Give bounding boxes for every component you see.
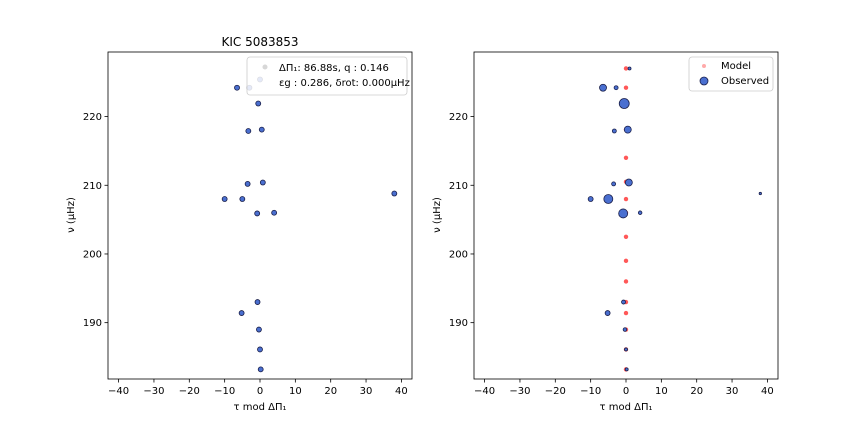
left-observed-point — [254, 299, 261, 305]
right-observed-point — [618, 208, 629, 219]
right-observed-point — [603, 194, 614, 204]
right-observed-point — [611, 128, 617, 134]
left-observed-point — [258, 126, 265, 133]
left-x-tick-label: −40 — [108, 386, 129, 397]
left-legend-marker — [262, 64, 268, 70]
right-x-tick-label: −20 — [545, 386, 566, 397]
right-observed-point — [624, 347, 628, 352]
right-scatter-points — [587, 66, 762, 372]
right-observed-point — [758, 191, 762, 196]
left-y-tick-label: 190 — [83, 318, 102, 329]
left-y-tick-label: 210 — [83, 181, 102, 192]
right-observed-point — [624, 367, 629, 372]
left-scatter-points — [221, 76, 398, 373]
right-observed-point — [624, 178, 633, 187]
left-observed-point — [244, 180, 251, 187]
right-y-tick-label: 200 — [449, 249, 468, 260]
right-observed-point — [613, 85, 619, 91]
observed-legend-marker — [699, 76, 709, 86]
right-y-tick-label: 220 — [449, 112, 468, 123]
left-observed-point — [254, 210, 261, 217]
left-legend-line2: εg : 0.286, δrot: 0.000μHz — [279, 78, 410, 89]
left-y-axis-label: ν (μHz) — [66, 197, 77, 233]
right-model-point — [623, 196, 629, 202]
right-model-point — [623, 279, 629, 284]
right-model-point — [623, 66, 629, 71]
right-x-tick-label: −30 — [509, 386, 530, 397]
right-x-axis-label: τ mod ΔΠ₁ — [600, 402, 653, 413]
left-observed-point — [245, 128, 252, 134]
left-observed-point — [255, 100, 262, 107]
right-observed-point — [587, 196, 594, 202]
left-x-tick-label: 10 — [289, 386, 302, 397]
left-x-tick-label: −30 — [143, 386, 164, 397]
left-panel: −40 −30 −20 −10 0 10 20 30 40 190 200 210 220 KIC 50… — [66, 35, 413, 413]
left-observed-point — [234, 84, 240, 91]
left-observed-point — [238, 310, 245, 316]
right-observed-point — [623, 125, 632, 134]
right-observed-point — [622, 327, 628, 332]
left-x-tick-label: 30 — [360, 386, 373, 397]
right-model-point — [623, 234, 629, 239]
left-axes-ticks: −40 −30 −20 −10 0 10 20 30 40 190 200 210 220 — [83, 112, 408, 397]
right-model-point — [623, 155, 629, 160]
left-legend-box — [246, 56, 408, 96]
left-observed-point — [271, 209, 278, 216]
right-observed-point — [627, 66, 632, 71]
left-y-tick-label: 200 — [83, 249, 102, 260]
right-axes-ticks: −40 −30 −20 −10 0 10 20 30 40 190 200 210 220 — [449, 112, 774, 397]
left-x-tick-label: −10 — [214, 386, 235, 397]
right-observed-point — [637, 210, 643, 215]
left-observed-point — [391, 190, 398, 197]
right-observed-point — [611, 181, 617, 187]
model-legend-marker — [702, 64, 706, 68]
right-y-tick-label: 210 — [449, 181, 468, 192]
left-panel-title: KIC 5083853 — [221, 35, 298, 49]
right-model-point — [623, 85, 629, 90]
left-x-tick-label: −20 — [179, 386, 200, 397]
left-x-tick-label: 0 — [257, 386, 263, 397]
left-observed-point — [256, 326, 262, 333]
right-x-tick-label: 0 — [623, 386, 629, 397]
left-x-tick-label: 40 — [395, 386, 408, 397]
left-y-tick-label: 220 — [83, 112, 102, 123]
right-x-tick-label: 40 — [761, 386, 774, 397]
left-legend: ΔΠ₁: 86.88s, q : 0.146 εg : 0.286, δrot:… — [246, 56, 410, 96]
right-x-tick-label: −40 — [474, 386, 495, 397]
right-x-tick-label: −10 — [580, 386, 601, 397]
right-observed-point — [604, 310, 611, 316]
right-y-tick-label: 190 — [449, 318, 468, 329]
right-model-point — [623, 258, 629, 264]
right-model-point — [623, 310, 629, 316]
right-panel: −40 −30 −20 −10 0 10 20 30 40 190 200 210 220 τ mod … — [432, 51, 779, 413]
left-observed-point — [221, 196, 228, 202]
left-legend-line1: ΔΠ₁: 86.88s, q : 0.146 — [279, 63, 389, 74]
right-x-tick-label: 20 — [690, 386, 703, 397]
right-observed-point — [618, 98, 630, 109]
left-x-axis-label: τ mod ΔΠ₁ — [234, 402, 287, 413]
right-x-tick-label: 10 — [655, 386, 668, 397]
observed-legend-label: Observed — [721, 76, 769, 87]
right-legend: Model Observed — [688, 56, 774, 92]
left-observed-point — [257, 366, 264, 373]
right-observed-point — [621, 299, 626, 305]
left-observed-point — [257, 346, 263, 353]
model-legend-label: Model — [721, 61, 751, 72]
left-x-tick-label: 20 — [324, 386, 337, 397]
left-observed-point — [259, 179, 266, 186]
left-observed-point — [239, 196, 246, 202]
right-observed-point — [599, 83, 607, 92]
right-y-axis-label: ν (μHz) — [432, 197, 443, 233]
right-x-tick-label: 30 — [726, 386, 739, 397]
right-legend-box — [688, 56, 774, 92]
